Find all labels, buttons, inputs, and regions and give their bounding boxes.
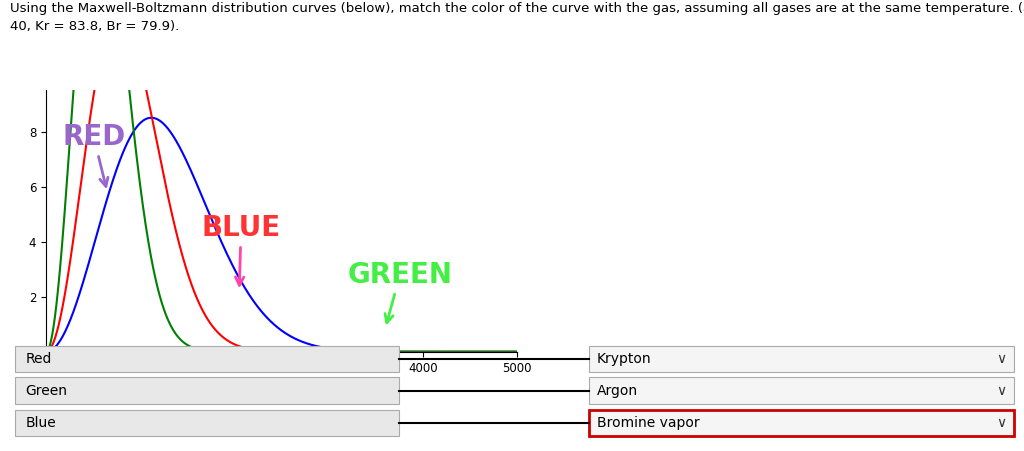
Text: Using the Maxwell-Boltzmann distribution curves (below), match the color of the : Using the Maxwell-Boltzmann distribution… [10,2,1024,15]
Text: ∨: ∨ [996,352,1007,366]
Text: Bromine vapor: Bromine vapor [597,416,699,430]
Text: Krypton: Krypton [597,352,651,366]
Text: Green: Green [26,383,68,398]
Text: RED: RED [62,123,125,186]
Text: Blue: Blue [26,416,56,430]
Text: Red: Red [26,352,52,366]
Text: GREEN: GREEN [347,261,453,323]
Text: 40, Kr = 83.8, Br = 79.9).: 40, Kr = 83.8, Br = 79.9). [10,20,179,33]
Text: BLUE: BLUE [202,214,281,285]
X-axis label: v: v [236,375,244,389]
Text: Argon: Argon [597,383,638,398]
Text: ∨: ∨ [996,383,1007,398]
Text: ∨: ∨ [996,416,1007,430]
